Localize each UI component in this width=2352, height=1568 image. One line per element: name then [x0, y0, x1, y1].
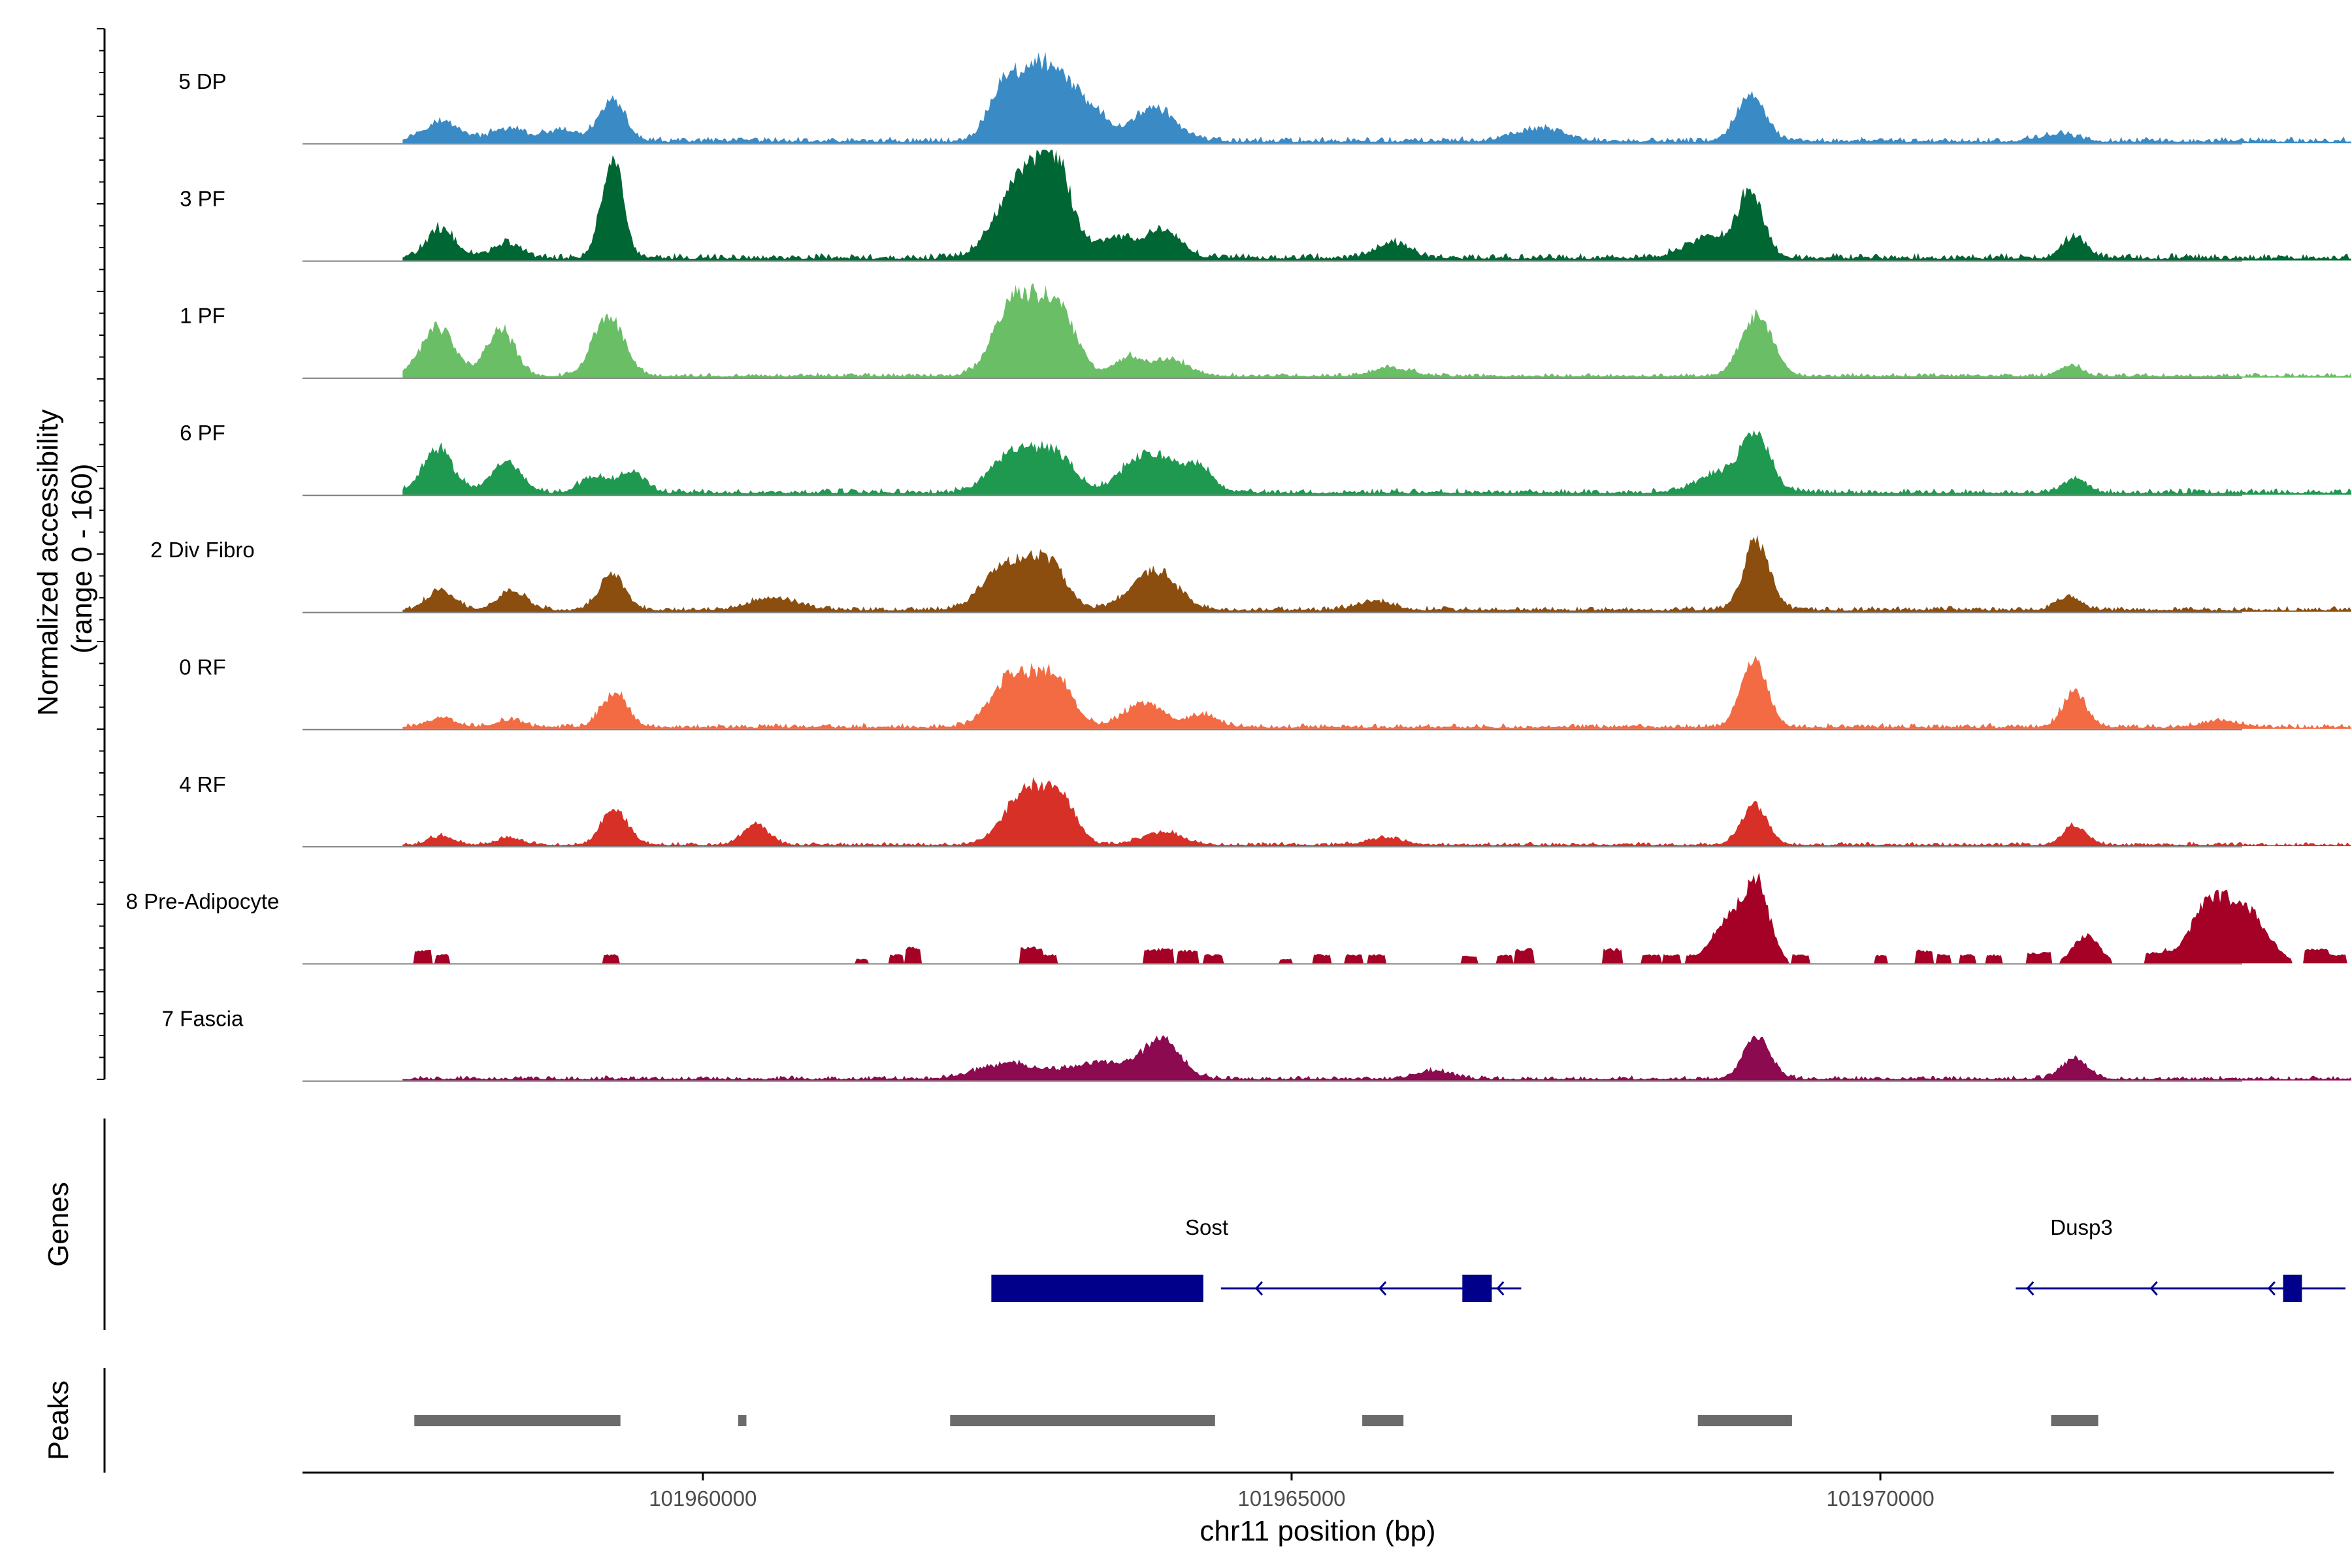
- peaks-track-label: Peaks: [42, 1380, 74, 1460]
- track-8-pre-adipocyte: 8 Pre-Adipocyte: [126, 872, 2352, 965]
- strand-arrow-icon: [2267, 1281, 2276, 1296]
- track-7-fascia: 7 Fascia: [162, 1006, 2352, 1082]
- x-axis-ticks: 101960000 101965000 101970000: [649, 1473, 1935, 1511]
- gene-track: Sost Dusp3: [991, 1215, 2346, 1302]
- peak-region: [1697, 1415, 1792, 1426]
- coverage-y-axis-ticks: [97, 28, 105, 1080]
- coverage-area: [402, 1035, 2352, 1081]
- track-label: 3 PF: [180, 186, 225, 210]
- track-label: 7 Fascia: [162, 1006, 244, 1030]
- track-3-pf: 3 PF: [180, 150, 2352, 262]
- gene-dusp3: Dusp3: [2016, 1215, 2346, 1302]
- track-2-div-fibro: 2 Div Fibro: [150, 534, 2352, 613]
- track-label: 0 RF: [179, 655, 226, 679]
- track-0-rf: 0 RF: [179, 655, 2352, 730]
- x-tick-label: 101970000: [1827, 1486, 1935, 1511]
- track-label: 6 PF: [180, 421, 225, 445]
- y-axis-title-line-1: Normalized accessibility: [32, 409, 64, 715]
- coverage-area: [402, 283, 2352, 378]
- track-label: 2 Div Fibro: [150, 538, 255, 562]
- gene-exon: [991, 1275, 1203, 1302]
- strand-arrow-icon: [1254, 1281, 1263, 1296]
- coverage-area: [402, 52, 2352, 144]
- coverage-area: [402, 534, 2352, 612]
- peak-region: [1362, 1415, 1404, 1426]
- track-4-rf: 4 RF: [179, 772, 2352, 848]
- peak-region: [950, 1415, 1215, 1426]
- gene-label: Dusp3: [2050, 1215, 2112, 1239]
- gene-exon: [1462, 1275, 1492, 1302]
- coverage-area: [402, 777, 2352, 847]
- strand-arrow-icon: [1379, 1281, 1387, 1296]
- track-label: 1 PF: [180, 304, 225, 328]
- gene-label: Sost: [1185, 1215, 1228, 1239]
- gene-exon: [2283, 1275, 2302, 1302]
- peak-region: [414, 1415, 621, 1426]
- coverage-area: [402, 872, 2352, 964]
- track-6-pf: 6 PF: [180, 421, 2352, 497]
- strand-arrow-icon: [1496, 1281, 1505, 1296]
- y-axis-title-line-2: (range 0 - 160): [66, 463, 98, 653]
- x-tick-label: 101965000: [1237, 1486, 1345, 1511]
- coverage-area: [402, 655, 2352, 729]
- gene-sost: Sost: [991, 1215, 1522, 1302]
- strand-arrow-icon: [2026, 1281, 2034, 1296]
- track-label: 5 DP: [178, 69, 226, 93]
- peak-region: [738, 1415, 747, 1426]
- x-axis-title: chr11 position (bp): [1200, 1515, 1435, 1547]
- track-label: 8 Pre-Adipocyte: [126, 889, 280, 913]
- track-5-dp: 5 DP: [178, 52, 2352, 145]
- track-1-pf: 1 PF: [180, 283, 2352, 379]
- peak-region: [2051, 1415, 2099, 1426]
- coverage-area: [402, 150, 2352, 261]
- genes-track-label: Genes: [42, 1182, 74, 1267]
- track-label: 4 RF: [179, 772, 226, 796]
- y-axis-title: Normalized accessibility (range 0 - 160): [32, 401, 98, 716]
- coverage-tracks: 5 DP 3 PF 1 PF 6 PF 2 Div Fibro 0 RF 4 RF 8 Pre…: [126, 52, 2352, 1082]
- x-tick-label: 101960000: [649, 1486, 757, 1511]
- strand-arrow-icon: [2149, 1281, 2158, 1296]
- coverage-area: [402, 430, 2352, 495]
- peak-track: [414, 1415, 2099, 1426]
